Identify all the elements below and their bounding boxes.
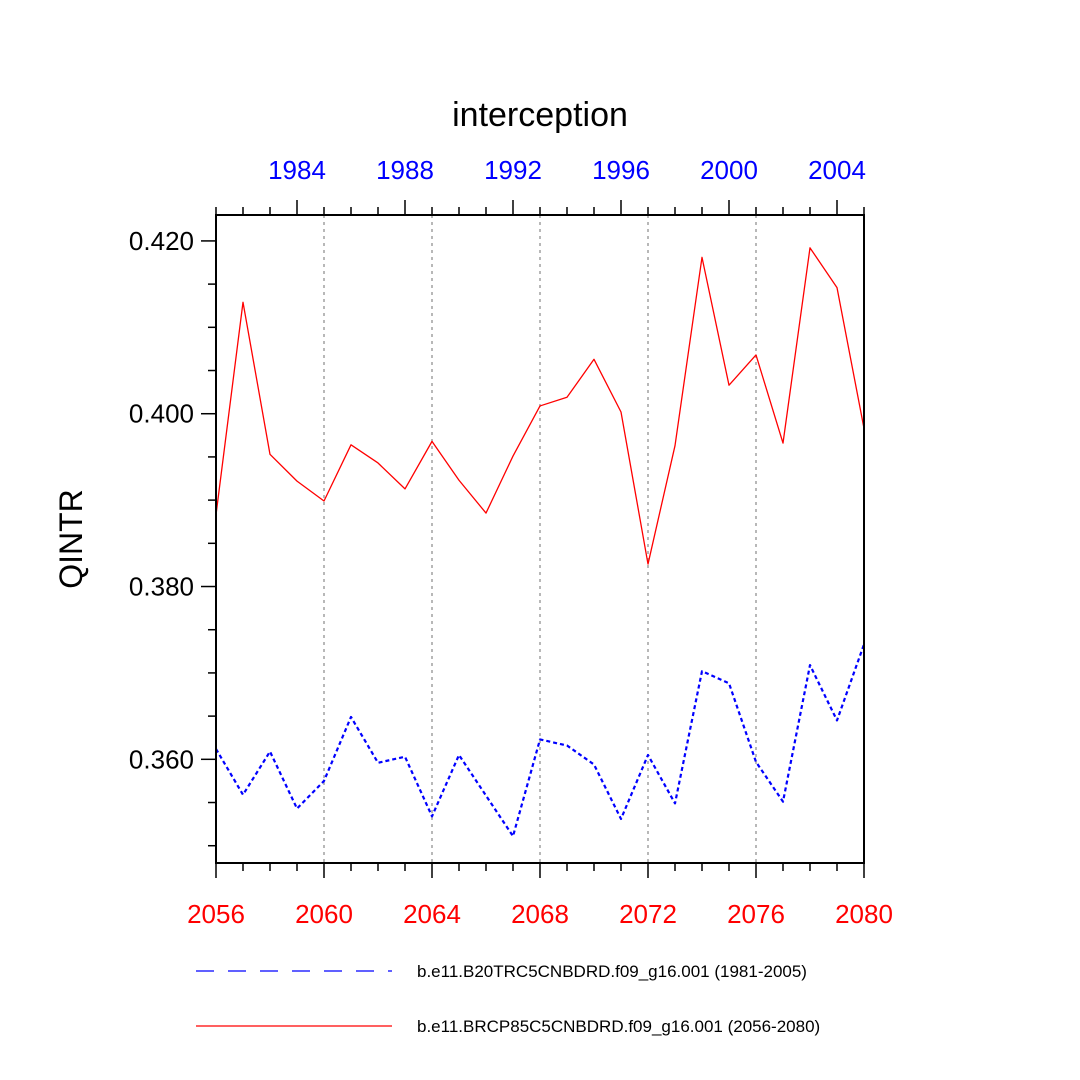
chart-title: interception — [452, 96, 628, 134]
x-tick-label-top: 1988 — [376, 155, 434, 185]
x-tick-label-bottom: 2072 — [619, 899, 677, 929]
y-axis-label: QINTR — [53, 489, 89, 589]
x-tick-label-top: 2000 — [700, 155, 758, 185]
x-tick-label-top: 1992 — [484, 155, 542, 185]
series-line-1 — [215, 247, 865, 565]
x-tick-label-bottom: 2060 — [295, 899, 353, 929]
y-tick-label: 0.400 — [129, 399, 194, 429]
grid-lines — [323, 215, 757, 863]
x-tick-label-bottom: 2080 — [835, 899, 893, 929]
y-tick-label: 0.360 — [129, 744, 194, 774]
x-tick-label-bottom: 2076 — [727, 899, 785, 929]
x-tick-label-bottom: 2064 — [403, 899, 461, 929]
plot-series — [215, 247, 866, 838]
x-tick-label-top: 1996 — [592, 155, 650, 185]
y-tick-label: 0.420 — [129, 226, 194, 256]
y-tick-label: 0.380 — [129, 572, 194, 602]
x-tick-label-bottom: 2068 — [511, 899, 569, 929]
legend-label-2: b.e11.BRCP85C5CNBDRD.f09_g16.001 (2056-2… — [417, 1017, 820, 1036]
series-line-2 — [215, 644, 866, 838]
plot-axes: 2056 2060 2064 2068 2072 2076 2080 1984 1988 1992… — [129, 155, 893, 929]
x-tick-label-top: 1984 — [268, 155, 326, 185]
x-tick-label-bottom: 2056 — [187, 899, 245, 929]
legend: b.e11.B20TRC5CNBDRD.f09_g16.001 (1981-20… — [196, 962, 820, 1036]
legend-label-1: b.e11.B20TRC5CNBDRD.f09_g16.001 (1981-20… — [417, 962, 807, 981]
x-tick-label-top: 2004 — [808, 155, 866, 185]
